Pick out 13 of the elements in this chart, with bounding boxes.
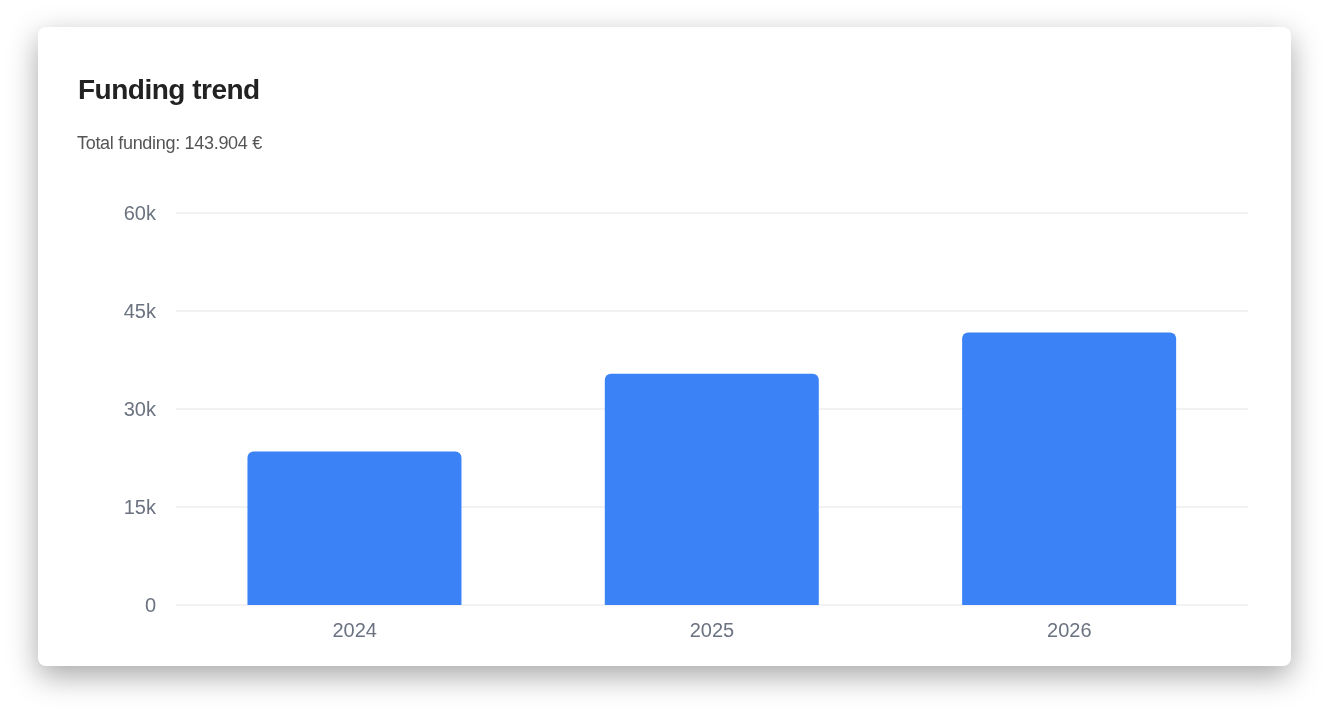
bar bbox=[604, 373, 819, 605]
x-tick-label: 2026 bbox=[1047, 619, 1092, 642]
x-tick-label: 2025 bbox=[689, 619, 735, 642]
y-tick-label: 30k bbox=[123, 398, 157, 421]
y-tick-label: 45k bbox=[123, 300, 157, 323]
y-tick-label: 15k bbox=[123, 496, 157, 519]
x-tick-label: 2024 bbox=[332, 619, 377, 642]
chart-title: Funding trend bbox=[78, 74, 260, 106]
chart-subtitle: Total funding: 143.904 € bbox=[77, 133, 262, 154]
y-tick-label: 60k bbox=[123, 202, 157, 225]
bar bbox=[247, 451, 462, 605]
bar bbox=[962, 332, 1177, 605]
y-tick-label: 0 bbox=[144, 594, 156, 617]
